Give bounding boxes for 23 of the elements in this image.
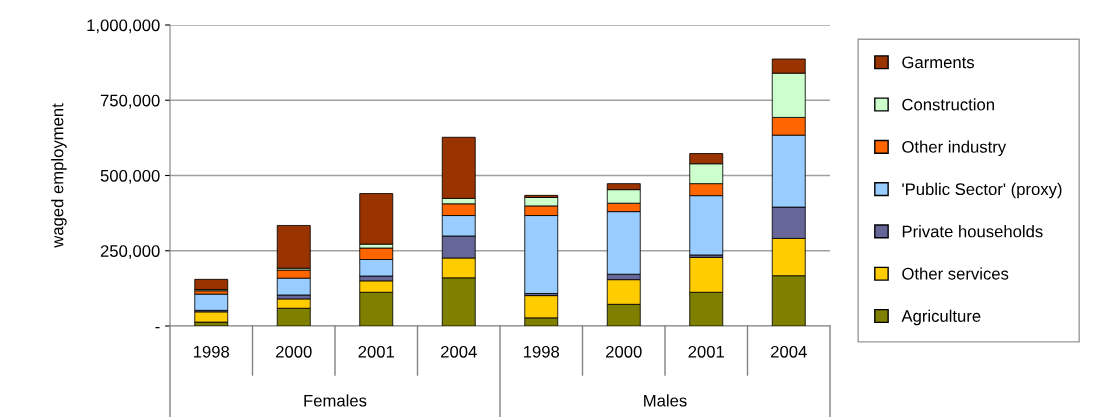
text: Males: [644, 394, 687, 407]
legend-label: Other industry: [902, 140, 1007, 157]
x-tick-label: 2004: [771, 345, 807, 358]
legend-label: Garments: [902, 56, 975, 69]
y-tick-label: 250,000: [100, 245, 160, 259]
legend-label: Construction: [902, 98, 994, 111]
legend-label: Private households: [902, 225, 1043, 238]
x-tick-label: 1998: [523, 345, 560, 358]
x-tick-label: 1998: [193, 345, 230, 358]
x-tick-label: 2001: [358, 345, 394, 358]
x-tick-label: 2000: [606, 345, 642, 358]
x-tick-label: 2000: [276, 345, 312, 358]
y-tick-label: 750,000: [100, 94, 160, 109]
x-tick-label: 2004: [441, 345, 477, 358]
y-tick-label: 500,000: [100, 169, 160, 184]
legend-label: Agriculture: [901, 309, 981, 326]
text: Females: [304, 394, 367, 407]
legend-label: Other services: [902, 267, 1009, 280]
y-axis-title: waged employment: [51, 103, 67, 248]
y-tick-label: -: [155, 326, 160, 329]
y-tick-label: 1,000,000: [87, 19, 160, 34]
x-tick-label: 2001: [688, 345, 724, 358]
legend-label: 'Public Sector' (proxy): [902, 182, 1062, 199]
